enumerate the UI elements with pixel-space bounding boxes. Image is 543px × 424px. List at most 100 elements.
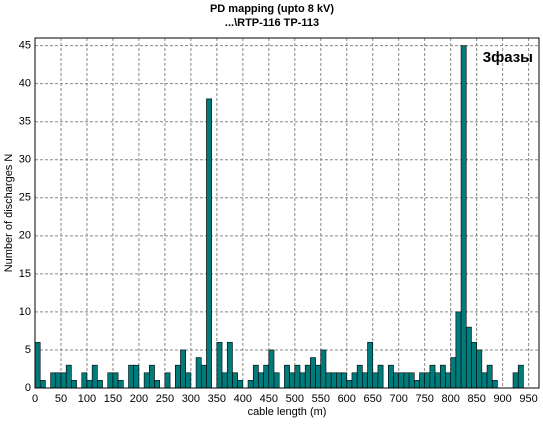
bar xyxy=(258,372,264,389)
bar xyxy=(247,380,254,389)
bar xyxy=(408,372,415,389)
bar xyxy=(71,380,77,389)
bar xyxy=(434,372,441,389)
bar xyxy=(252,364,259,389)
y-tick-label: 15 xyxy=(19,268,31,280)
bar xyxy=(336,372,342,389)
bar xyxy=(216,342,223,389)
bar xyxy=(424,372,431,389)
bar xyxy=(91,364,98,389)
chart-title: PD mapping (upto 8 kV) xyxy=(210,3,334,15)
bar xyxy=(413,380,420,389)
bar xyxy=(273,372,280,389)
bar xyxy=(200,364,207,389)
bar xyxy=(471,342,477,389)
bar xyxy=(304,364,311,389)
bar xyxy=(445,372,451,389)
bar xyxy=(143,372,150,389)
bar xyxy=(517,364,524,389)
bar xyxy=(34,342,41,389)
bar xyxy=(393,372,400,389)
bar xyxy=(195,357,202,389)
x-tick-label: 100 xyxy=(78,393,96,405)
annotation: 3фазы xyxy=(483,49,533,66)
bar xyxy=(330,372,337,389)
bar xyxy=(50,372,57,389)
bar xyxy=(55,372,62,389)
bar xyxy=(356,364,363,389)
x-tick-label: 700 xyxy=(390,393,408,405)
y-tick-label: 10 xyxy=(19,306,31,318)
x-tick-label: 650 xyxy=(364,393,382,405)
bar xyxy=(164,372,171,389)
bar xyxy=(346,380,353,389)
bar xyxy=(325,372,332,389)
x-tick-label: 50 xyxy=(55,393,67,405)
bar xyxy=(476,349,483,389)
bar xyxy=(237,380,244,389)
y-tick-label: 35 xyxy=(19,116,31,128)
x-tick-label: 500 xyxy=(286,393,304,405)
y-tick-label: 25 xyxy=(19,192,31,204)
bar xyxy=(299,372,306,389)
bar xyxy=(491,380,498,389)
bar xyxy=(315,364,322,389)
bar xyxy=(107,372,114,389)
bar xyxy=(429,364,436,389)
bar xyxy=(455,311,462,389)
y-tick-label: 30 xyxy=(19,154,31,166)
bar xyxy=(268,349,275,389)
bar xyxy=(460,45,467,389)
bar xyxy=(388,364,394,389)
x-tick-label: 300 xyxy=(182,393,200,405)
bar xyxy=(367,342,374,389)
x-tick-label: 450 xyxy=(260,393,278,405)
bar xyxy=(263,364,270,389)
x-tick-label: 600 xyxy=(338,393,356,405)
bar xyxy=(320,349,327,389)
bar xyxy=(465,326,472,389)
plot-frame xyxy=(34,37,540,389)
bar xyxy=(289,372,296,389)
bar xyxy=(221,372,228,389)
x-tick-label: 350 xyxy=(208,393,226,405)
bar xyxy=(154,380,161,389)
x-tick-label: 400 xyxy=(234,393,252,405)
bar xyxy=(232,372,238,389)
x-tick-label: 0 xyxy=(32,393,38,405)
bar xyxy=(284,364,290,389)
y-tick-label: 40 xyxy=(19,78,31,90)
bar xyxy=(174,364,181,389)
bar xyxy=(512,372,519,389)
x-tick-label: 850 xyxy=(467,393,485,405)
bar xyxy=(419,372,425,389)
x-axis-label: cable length (m) xyxy=(248,406,327,418)
bar xyxy=(398,372,405,389)
bar xyxy=(310,357,316,389)
bar xyxy=(439,364,446,389)
bar xyxy=(351,372,358,389)
bar xyxy=(450,357,457,389)
y-tick-label: 45 xyxy=(19,40,31,52)
x-tick-label: 150 xyxy=(104,393,122,405)
x-tick-label: 200 xyxy=(130,393,148,405)
x-tick-label: 800 xyxy=(441,393,459,405)
bar xyxy=(128,364,135,389)
y-tick-label: 5 xyxy=(25,344,31,356)
bar xyxy=(86,380,93,389)
bar xyxy=(180,349,186,389)
bar xyxy=(185,372,192,389)
x-tick-label: 550 xyxy=(312,393,330,405)
x-tick-label: 950 xyxy=(519,393,537,405)
bar xyxy=(149,364,155,389)
bar xyxy=(226,342,233,389)
y-tick-label: 0 xyxy=(25,382,31,394)
bar xyxy=(117,380,124,389)
bar xyxy=(362,372,368,389)
bar xyxy=(97,380,103,389)
x-tick-label: 250 xyxy=(156,393,174,405)
bar xyxy=(403,372,410,389)
bar xyxy=(377,364,384,389)
